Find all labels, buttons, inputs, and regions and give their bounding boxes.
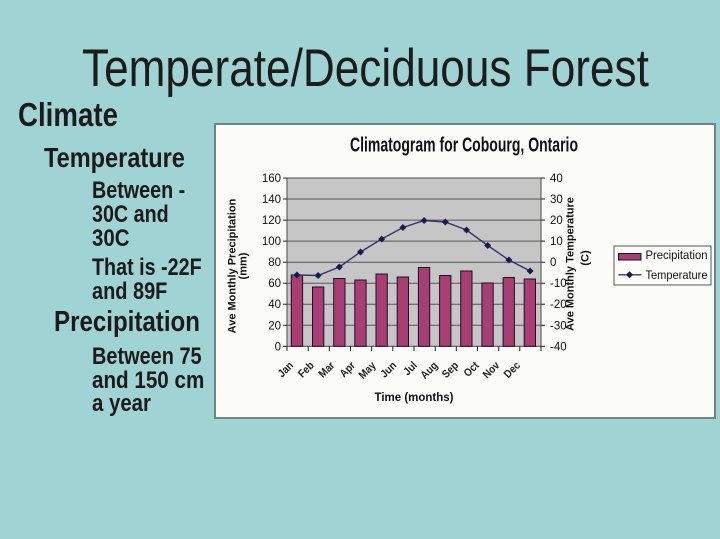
svg-text:Ave Monthly Temperature: Ave Monthly Temperature (565, 197, 577, 331)
svg-text:30: 30 (550, 194, 563, 206)
svg-text:Nov: Nov (481, 359, 503, 381)
svg-text:(mm): (mm) (238, 252, 250, 279)
svg-text:Time (months): Time (months) (375, 391, 454, 404)
svg-text:160: 160 (262, 173, 281, 185)
svg-text:Temperature: Temperature (646, 268, 708, 282)
svg-text:Feb: Feb (296, 359, 317, 380)
svg-text:0: 0 (275, 341, 281, 353)
svg-text:60: 60 (268, 278, 281, 290)
svg-text:140: 140 (262, 194, 281, 206)
svg-text:Mar: Mar (317, 359, 338, 380)
svg-text:Oct: Oct (462, 359, 482, 379)
svg-text:40: 40 (268, 299, 281, 311)
svg-text:Climatogram for Cobourg, Ontar: Climatogram for Cobourg, Ontario (350, 134, 578, 156)
svg-text:20: 20 (550, 215, 563, 227)
svg-text:Sep: Sep (440, 359, 461, 380)
svg-text:Precipitation: Precipitation (646, 248, 708, 262)
svg-text:May: May (357, 359, 379, 381)
svg-text:10: 10 (550, 236, 563, 248)
svg-text:Dec: Dec (502, 360, 523, 381)
svg-text:100: 100 (262, 236, 281, 248)
svg-text:0: 0 (550, 257, 556, 269)
svg-text:40: 40 (550, 173, 563, 185)
svg-text:-10: -10 (550, 278, 567, 290)
svg-text:Jul: Jul (401, 360, 419, 378)
svg-text:Jun: Jun (378, 359, 399, 380)
svg-text:Apr: Apr (338, 359, 359, 380)
svg-text:-20: -20 (550, 299, 567, 311)
svg-text:120: 120 (262, 215, 281, 227)
svg-text:(C): (C) (580, 250, 592, 266)
svg-text:-40: -40 (550, 341, 567, 353)
svg-text:Jan: Jan (276, 359, 297, 380)
svg-text:80: 80 (268, 257, 281, 269)
svg-text:Ave Monthly Precipitation: Ave Monthly Precipitation (227, 198, 239, 333)
svg-text:Aug: Aug (419, 360, 441, 382)
svg-text:-30: -30 (550, 320, 567, 332)
svg-text:20: 20 (268, 320, 281, 332)
